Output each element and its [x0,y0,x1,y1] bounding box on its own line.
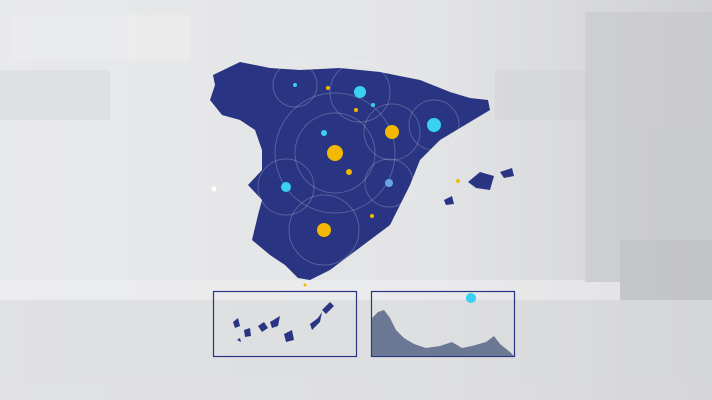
background-panels [0,12,712,400]
island [500,168,514,178]
dot [354,86,366,98]
island [244,328,251,337]
north-africa-inset [370,290,516,358]
dot [303,283,307,287]
island [258,322,268,332]
island [237,338,241,342]
island [468,172,494,190]
island [270,316,280,328]
dot [346,169,352,175]
dot [456,179,460,183]
yellow-dots [303,86,460,287]
dot [385,125,399,139]
circle [274,92,396,214]
dot [466,293,476,303]
dot [354,108,358,112]
panel [585,12,712,282]
circle [363,103,421,161]
island [233,318,240,328]
circle [408,99,460,151]
circle [329,61,391,123]
dot [281,182,291,192]
inset-frame [212,290,358,358]
dot [317,223,331,237]
panel [10,15,190,60]
island [310,312,322,330]
island [284,330,294,342]
circle [288,194,360,266]
dot [370,214,374,218]
panel [495,70,585,120]
circle [272,62,318,108]
spark [211,186,217,192]
dot [293,83,297,87]
dot [371,103,375,107]
island [444,196,454,205]
coastline [372,310,514,356]
dot [427,118,441,132]
panel [0,280,712,300]
radius-circles [257,61,460,266]
circle [294,112,376,194]
dot [321,130,327,136]
island [322,302,334,314]
panel [620,240,712,300]
dot [326,86,330,90]
canary-islands [233,302,334,342]
canary-inset [212,290,358,358]
balearic-islands [444,168,514,205]
circle [257,158,315,216]
panel [0,70,110,120]
inset-frame [370,290,516,358]
dot [385,179,393,187]
dot [327,145,343,161]
circle [364,158,414,208]
